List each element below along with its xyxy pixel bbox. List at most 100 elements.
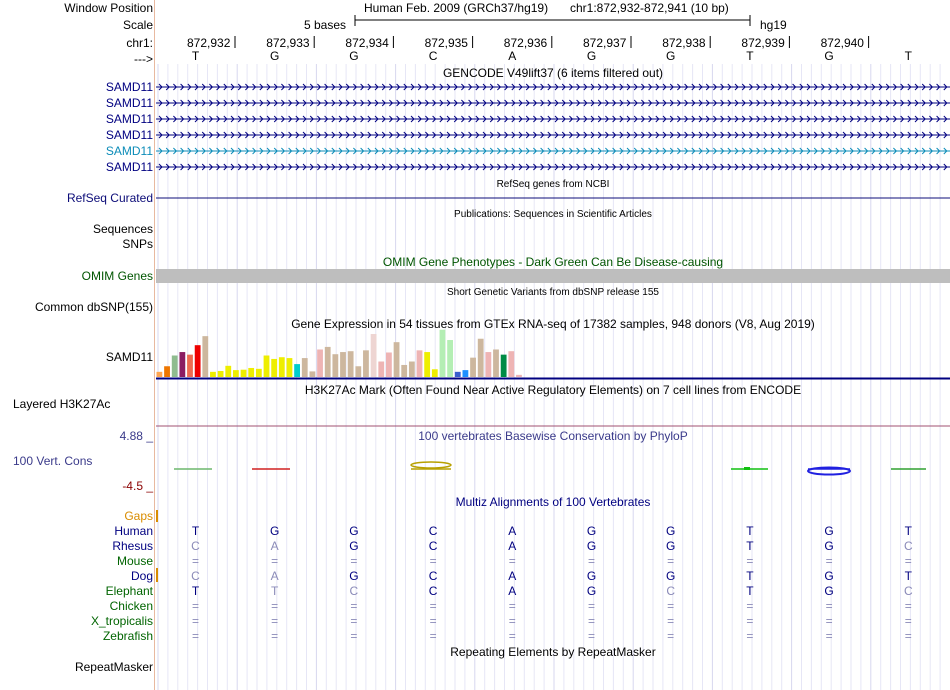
gtex-bar <box>431 369 438 377</box>
alignment-base: = <box>508 599 516 613</box>
alignment-base: G <box>586 569 597 583</box>
gtex-bar <box>324 346 331 377</box>
gtex-bar <box>217 370 224 377</box>
gtex-bar <box>248 367 255 377</box>
omim-track-label[interactable]: OMIM Genes <box>81 269 153 283</box>
alignment-base: = <box>191 614 199 628</box>
alignment-base: T <box>191 584 200 598</box>
gtex-bar <box>516 374 522 377</box>
gtex-bar <box>317 349 323 377</box>
refseq-track-label[interactable]: RefSeq Curated <box>66 191 153 205</box>
gtex-bar <box>408 361 415 377</box>
repeatmasker-track-title: Repeating Elements by RepeatMasker <box>450 645 656 659</box>
reference-base: G <box>270 49 280 63</box>
h3k27ac-track-title: H3K27Ac Mark (Often Found Near Active Re… <box>304 383 802 397</box>
gtex-bar <box>164 366 170 377</box>
position-label: 872,932 <box>187 36 231 50</box>
alignment-base: = <box>350 599 358 613</box>
chrom-label: chr1: <box>126 36 153 50</box>
phylop-track-title: 100 vertebrates Basewise Conservation by… <box>418 429 688 443</box>
scale-label: Scale <box>122 18 153 32</box>
gtex-track-title: Gene Expression in 54 tissues from GTEx … <box>291 317 815 331</box>
species-label[interactable]: Rhesus <box>112 539 153 553</box>
gencode-track-title: GENCODE V49lift37 (6 items filtered out) <box>442 66 664 80</box>
position-label: 872,933 <box>266 36 310 50</box>
gaps-label: Gaps <box>124 509 153 523</box>
alignment-base: = <box>904 554 912 568</box>
h3k27ac-track-label[interactable]: Layered H3K27Ac <box>13 397 111 411</box>
alignment-base: = <box>746 554 754 568</box>
position-label: 872,934 <box>345 36 389 50</box>
dbsnp-track-label[interactable]: Common dbSNP(155) <box>34 300 153 314</box>
alignment-base: = <box>508 614 516 628</box>
repeatmasker-track-label[interactable]: RepeatMasker <box>74 660 153 674</box>
alignment-base: T <box>271 584 279 598</box>
alignment-base: C <box>428 584 438 598</box>
alignment-base: = <box>350 629 358 643</box>
publications-track-title: Publications: Sequences in Scientific Ar… <box>454 209 652 220</box>
species-label[interactable]: Zebrafish <box>102 629 153 643</box>
reference-base: T <box>904 49 912 63</box>
alignment-base: C <box>349 584 359 598</box>
gencode-gene-label[interactable]: SAMD11 <box>105 80 153 94</box>
alignment-base: G <box>586 539 597 553</box>
dbsnp-track-title: Short Genetic Variants from dbSNP releas… <box>447 287 659 298</box>
gtex-bar <box>187 354 193 377</box>
alignment-base: = <box>429 554 437 568</box>
snps-track-label[interactable]: SNPs <box>122 237 153 251</box>
reference-base: G <box>586 49 597 63</box>
gtex-bar <box>278 357 285 377</box>
gencode-gene-label[interactable]: SAMD11 <box>105 96 153 110</box>
gencode-gene-label[interactable]: SAMD11 <box>105 144 153 158</box>
publications-track-label[interactable]: Sequences <box>92 222 153 236</box>
reference-base: G <box>824 49 834 63</box>
gencode-gene-feature <box>156 147 950 155</box>
species-label[interactable]: Mouse <box>116 554 153 568</box>
alignment-base: = <box>667 599 675 613</box>
species-label[interactable]: Chicken <box>109 599 153 613</box>
alignment-base: = <box>746 614 754 628</box>
alignment-base: A <box>508 584 517 598</box>
species-label[interactable]: X_tropicalis <box>90 614 153 628</box>
phylop-track-label[interactable]: 100 Vert. Cons <box>13 454 93 468</box>
gtex-bar <box>370 334 377 377</box>
label-divider <box>154 0 155 690</box>
alignment-base: G <box>270 524 280 538</box>
reference-base: C <box>428 49 438 63</box>
reference-base: G <box>349 49 359 63</box>
alignment-base: A <box>270 569 279 583</box>
gtex-bar <box>493 349 499 377</box>
position-label: 872,936 <box>503 36 548 50</box>
species-label[interactable]: Elephant <box>105 584 153 598</box>
alignment-base: C <box>903 539 913 553</box>
alignment-base: = <box>508 554 516 568</box>
gtex-bar <box>424 352 431 377</box>
gtex-track-label[interactable]: SAMD11 <box>105 350 153 364</box>
gtex-bar <box>171 355 178 377</box>
alignment-base: G <box>824 539 834 553</box>
reference-base: G <box>666 49 676 63</box>
alignment-base: G <box>666 569 676 583</box>
reference-base: T <box>746 49 754 63</box>
omim-bar <box>156 269 950 283</box>
alignment-base: = <box>508 629 516 643</box>
position-label: 872,937 <box>583 36 627 50</box>
data-panel[interactable]: Human Feb. 2009 (GRCh37/hg19) chr1:872,9… <box>156 0 950 690</box>
gencode-gene-label[interactable]: SAMD11 <box>105 160 153 174</box>
gencode-gene-label[interactable]: SAMD11 <box>105 128 153 142</box>
gtex-bar <box>386 352 392 377</box>
gencode-gene-label[interactable]: SAMD11 <box>105 112 153 126</box>
alignment-base: = <box>667 614 675 628</box>
alignment-base: = <box>429 629 437 643</box>
alignment-base: G <box>349 524 359 538</box>
alignment-base: A <box>508 524 517 538</box>
gencode-gene-feature <box>156 163 950 171</box>
alignment-base: T <box>746 524 754 538</box>
strand-label: ---> <box>134 52 153 66</box>
gtex-bar <box>233 370 239 377</box>
alignment-base: = <box>191 599 199 613</box>
species-label[interactable]: Dog <box>130 569 153 583</box>
gtex-bar <box>263 355 270 377</box>
species-label[interactable]: Human <box>114 524 153 538</box>
